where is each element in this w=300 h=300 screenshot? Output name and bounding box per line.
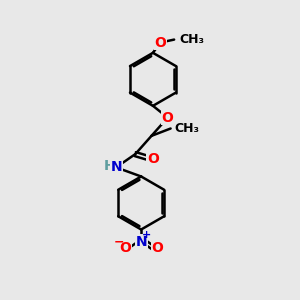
Text: N: N — [110, 160, 122, 174]
Text: H: H — [104, 159, 116, 173]
Text: +: + — [142, 230, 151, 240]
Text: O: O — [154, 35, 166, 50]
Text: CH₃: CH₃ — [179, 33, 204, 46]
Text: O: O — [152, 241, 163, 255]
Text: N: N — [135, 235, 147, 249]
Text: O: O — [162, 111, 174, 124]
Text: O: O — [119, 241, 131, 255]
Text: CH₃: CH₃ — [174, 122, 199, 135]
Text: O: O — [147, 152, 159, 167]
Text: −: − — [113, 236, 124, 248]
